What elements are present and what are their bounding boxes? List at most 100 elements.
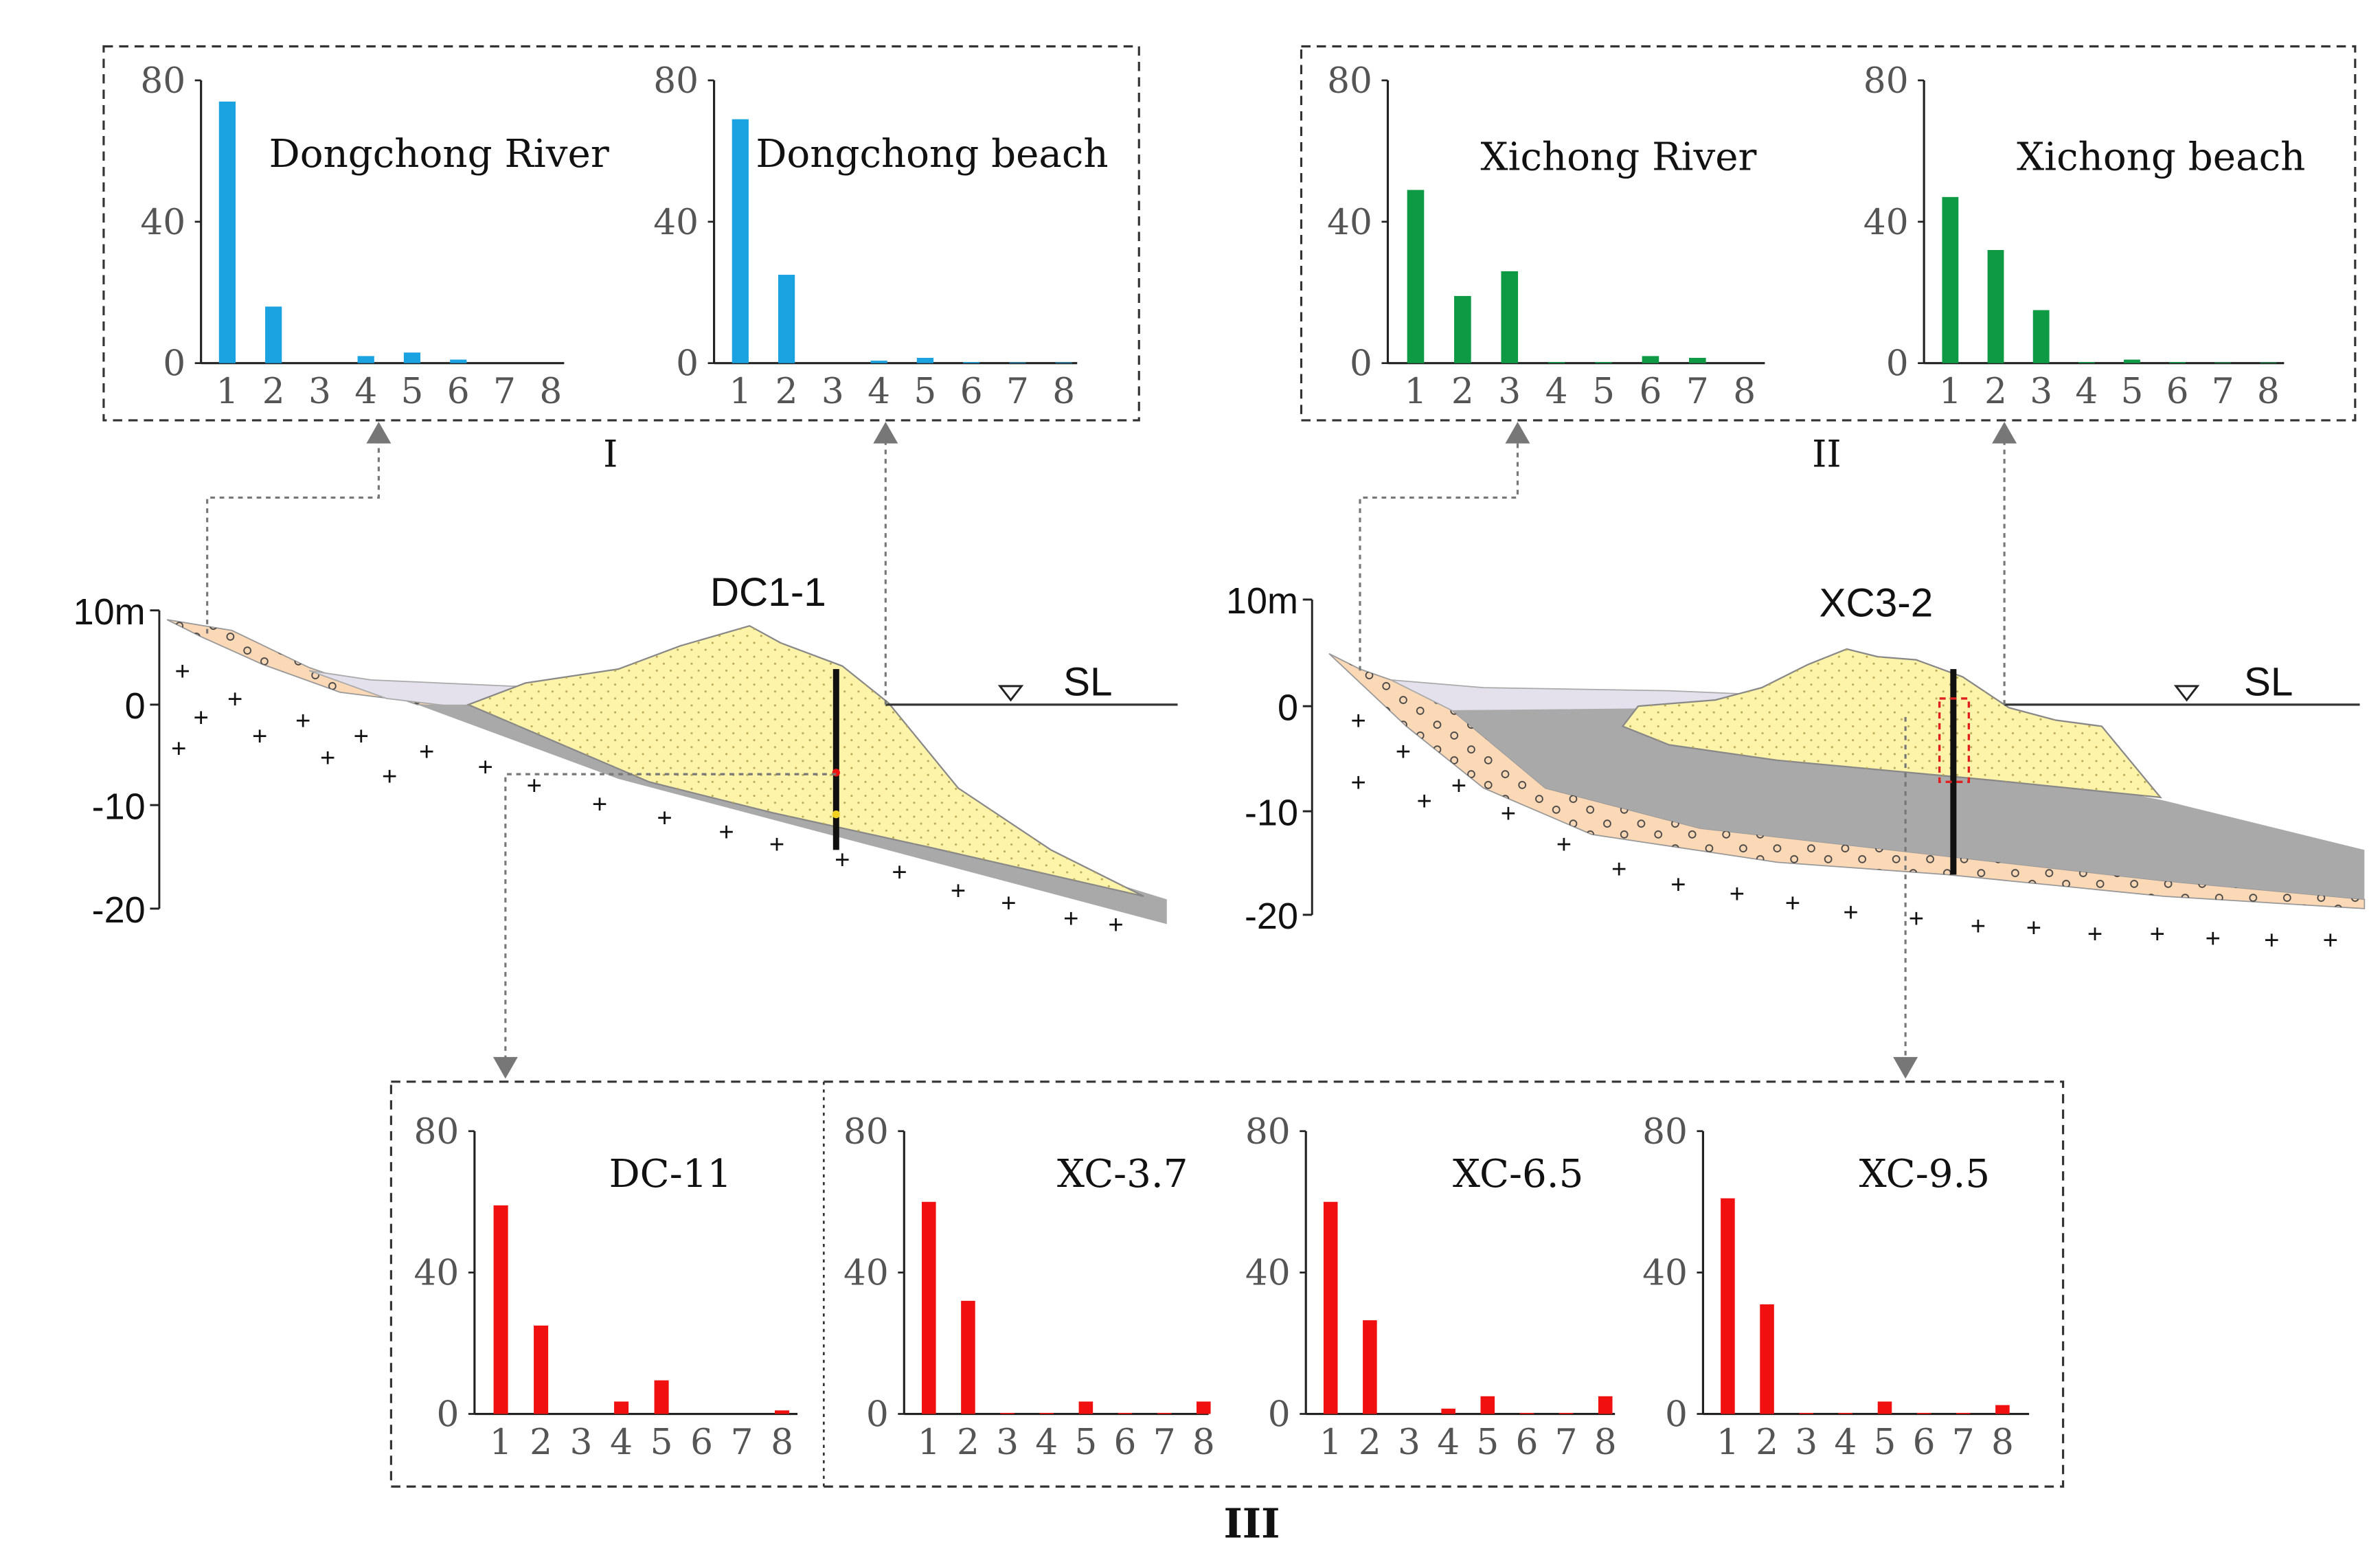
arrow-dc-river — [206, 440, 380, 634]
dc-ytick-minus10: -10 — [92, 786, 146, 827]
x-tick-label: 5 — [1592, 371, 1615, 412]
chart-title: Xichong River — [1480, 135, 1756, 179]
bar — [1642, 356, 1659, 363]
x-tick-label: 6 — [690, 1422, 713, 1463]
dc-ytick-10m: 10m — [73, 591, 146, 633]
bar — [534, 1325, 549, 1414]
x-tick-label: 6 — [2166, 371, 2189, 412]
xc-bedrock-crosses: ++ ++ ++++ + + + + + + + + + + + + — [1351, 706, 2338, 955]
dc-ytick-0: 0 — [125, 685, 146, 727]
dc-sea-level-label: SL — [1063, 659, 1113, 704]
x-tick-label: 5 — [1074, 1422, 1097, 1463]
x-tick-label: 2 — [1756, 1422, 1778, 1463]
dc-gravel-pebbles — [167, 620, 464, 708]
bar — [1501, 271, 1519, 363]
chart-xc-9-5: 80 40 01 2 3 4 5 6 7 8 XC-9.5 — [1642, 1111, 2030, 1463]
x-tick-label: 4 — [1035, 1422, 1058, 1463]
bar — [1799, 1412, 1813, 1414]
x-tick-label: 6 — [447, 371, 470, 412]
panel-frame-II — [1300, 45, 2357, 422]
xc-sample-window — [1938, 697, 1971, 784]
y-tick-label: 80 — [1863, 60, 1909, 102]
arrowhead-up-icon — [1505, 422, 1530, 444]
x-tick-label: 8 — [1192, 1422, 1215, 1463]
x-tick-label: 1 — [729, 371, 751, 412]
y-tick-label: 40 — [1642, 1253, 1688, 1294]
x-tick-label: 4 — [2075, 371, 2098, 412]
x-tick-label: 3 — [2030, 371, 2052, 412]
group-label-III: III — [1223, 1500, 1280, 1548]
x-tick-label: 3 — [1498, 371, 1521, 412]
xc-ytick-minus10: -10 — [1245, 792, 1298, 833]
x-tick-label: 4 — [610, 1422, 633, 1463]
y-tick-label: 40 — [653, 202, 699, 243]
x-tick-label: 2 — [1359, 1422, 1381, 1463]
chart-title: Dongchong beach — [756, 132, 1108, 177]
arrowhead-down-icon — [1893, 1056, 1918, 1079]
chart-xichong-river: 80 40 01 2 3 4 5 6 7 8 Xichong River — [1327, 60, 1765, 412]
arrowhead-up-icon — [366, 422, 392, 444]
x-tick-label: 3 — [1398, 1422, 1420, 1463]
bar — [1877, 1401, 1892, 1414]
x-tick-label: 8 — [771, 1422, 793, 1463]
bar — [450, 359, 467, 363]
bar — [2032, 310, 2050, 363]
x-tick-label: 7 — [1006, 371, 1029, 412]
x-tick-label: 5 — [650, 1422, 673, 1463]
bar — [1598, 1396, 1613, 1414]
x-tick-label: 1 — [1716, 1422, 1739, 1463]
bar — [1363, 1320, 1377, 1414]
y-tick-label: 40 — [1863, 202, 1909, 243]
y-tick-label: 0 — [1886, 343, 1909, 385]
x-tick-label: 8 — [2257, 371, 2280, 412]
y-tick-label: 40 — [140, 202, 185, 243]
dc-sea-level-marker — [997, 685, 1024, 702]
x-tick-label: 7 — [1153, 1422, 1176, 1463]
xc-gravel-pebbles — [1328, 653, 2365, 909]
x-tick-label: 2 — [262, 371, 285, 412]
x-tick-label: 7 — [1952, 1422, 1975, 1463]
x-tick-label: 8 — [1991, 1422, 2014, 1463]
bar — [1078, 1401, 1093, 1414]
y-tick-label: 80 — [140, 60, 185, 102]
x-tick-label: 7 — [1686, 371, 1709, 412]
y-tick-label: 40 — [414, 1253, 460, 1294]
bar — [1689, 357, 1706, 363]
group-label-II: II — [1812, 432, 1841, 475]
y-tick-label: 40 — [1245, 1253, 1291, 1294]
bar — [1480, 1396, 1495, 1414]
connector-arrows — [206, 440, 2006, 1061]
x-tick-label: 3 — [821, 371, 844, 412]
bar — [2078, 362, 2095, 363]
x-tick-label: 2 — [530, 1422, 552, 1463]
bar — [1197, 1401, 1211, 1414]
bar — [1838, 1412, 1853, 1414]
bar — [493, 1205, 508, 1414]
panel-frame-III — [389, 1080, 2065, 1488]
bar — [2169, 362, 2186, 363]
bar — [961, 1300, 975, 1414]
bar — [922, 1201, 936, 1414]
x-tick-label: 5 — [1874, 1422, 1896, 1463]
bar — [1519, 1412, 1534, 1414]
y-tick-label: 0 — [436, 1394, 459, 1436]
xc-ytick-minus20: -20 — [1245, 896, 1298, 937]
bar — [1039, 1412, 1054, 1414]
x-tick-label: 1 — [1405, 371, 1427, 412]
x-tick-label: 2 — [775, 371, 798, 412]
y-tick-label: 0 — [1665, 1394, 1688, 1436]
bar — [916, 357, 934, 363]
dc-bedrock-crosses: +++ + ++++ ++++ + + + + + ++ + + + — [171, 657, 1124, 940]
x-tick-label: 6 — [1913, 1422, 1936, 1463]
chart-dc-11: 80 40 01 2 3 4 5 6 7 8 DC-11 — [414, 1111, 798, 1463]
xc-sand-texture — [1622, 648, 2161, 797]
x-tick-label: 5 — [2120, 371, 2143, 412]
x-tick-label: 4 — [1545, 371, 1568, 412]
bar — [1956, 1412, 1971, 1414]
bar — [775, 1410, 790, 1414]
bar — [403, 352, 421, 363]
y-tick-label: 40 — [843, 1253, 889, 1294]
x-tick-label: 3 — [308, 371, 331, 412]
arrow-xc-river — [1359, 440, 1519, 671]
